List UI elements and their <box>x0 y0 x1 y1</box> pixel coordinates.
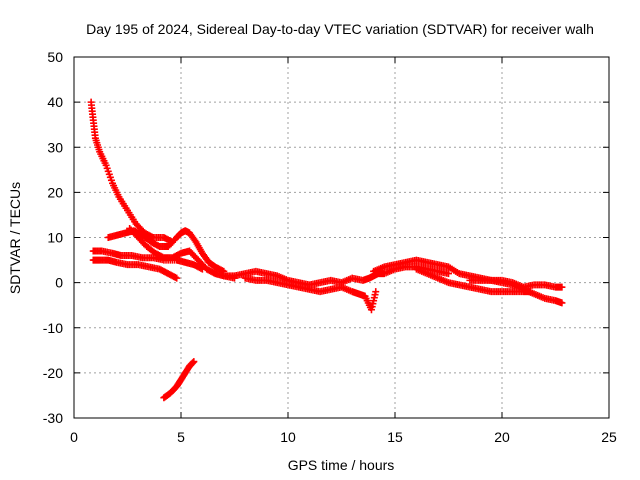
y-tick-label: 0 <box>55 275 63 291</box>
x-tick-label: 0 <box>70 429 78 445</box>
y-tick-label: -20 <box>43 365 63 381</box>
series-track-a <box>87 98 176 246</box>
x-tick-label: 25 <box>601 429 617 445</box>
x-axis-label: GPS time / hours <box>288 457 395 473</box>
x-tick-label: 10 <box>280 429 296 445</box>
data-point <box>445 270 452 278</box>
y-tick-label: 30 <box>47 139 63 155</box>
data-point <box>173 274 181 282</box>
data-point <box>190 358 198 366</box>
data-point <box>372 288 380 296</box>
series-track-e <box>126 224 238 282</box>
y-tick-label: -30 <box>43 410 63 426</box>
series-track-b <box>89 256 181 282</box>
x-tick-label: 5 <box>177 429 185 445</box>
tick-labels: 0 5 10 15 20 25 -30 -20 -10 0 10 20 30 40 50 <box>43 49 617 445</box>
y-axis-label: SDTVAR / TECUs <box>7 182 23 294</box>
y-tick-label: 40 <box>47 94 63 110</box>
series-track-g <box>220 263 452 289</box>
series-track-f <box>160 358 198 402</box>
y-tick-label: 10 <box>47 230 63 246</box>
y-tick-label: 20 <box>47 184 63 200</box>
data-point <box>526 288 534 296</box>
chart-title: Day 195 of 2024, Sidereal Day-to-day VTE… <box>86 21 594 37</box>
x-tick-label: 20 <box>494 429 510 445</box>
series-track-k <box>466 276 566 291</box>
x-tick-label: 15 <box>387 429 403 445</box>
y-tick-label: -10 <box>43 320 63 336</box>
data-point <box>558 299 566 307</box>
axis-ticks <box>73 56 610 419</box>
series-track-h <box>241 274 380 314</box>
y-tick-label: 50 <box>47 49 63 65</box>
data-points <box>87 98 566 402</box>
data-point <box>558 283 566 291</box>
